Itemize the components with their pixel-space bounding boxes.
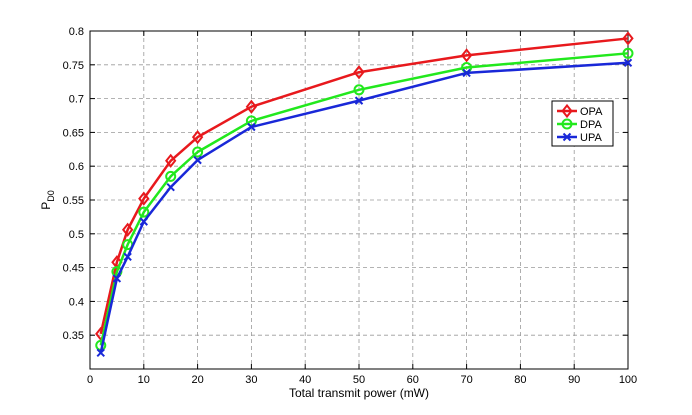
data-point-dpa: [165, 170, 177, 182]
legend-label-upa: UPA: [580, 132, 602, 144]
x-tick-label: 80: [514, 374, 526, 386]
y-axis-label-main: P: [39, 202, 53, 210]
data-point-upa: [193, 155, 202, 165]
data-point-dpa: [245, 115, 257, 127]
y-axis-label: PD0: [39, 190, 56, 210]
y-tick-label: 0.35: [63, 330, 84, 342]
data-point-dpa: [622, 47, 634, 59]
y-tick-label: 0.4: [69, 296, 84, 308]
data-point-upa: [96, 348, 105, 357]
data-point-upa: [623, 58, 633, 67]
legend-marker-upa: [562, 132, 572, 142]
legend-item-opa: OPA: [557, 103, 603, 119]
x-tick-label: 60: [407, 374, 419, 386]
data-point-upa: [139, 217, 149, 226]
data-point-opa: [245, 99, 258, 114]
data-point-upa: [462, 68, 471, 78]
data-point-upa: [354, 96, 364, 105]
y-tick-label: 0.8: [69, 26, 84, 38]
data-point-upa: [247, 122, 256, 132]
y-axis: 0.35 0.4 0.45 0.5 0.55 0.6 0.65 0.7 0.75 0.8: [63, 26, 628, 342]
x-axis-label: Total transmit power (mW): [289, 386, 429, 400]
x-axis: 0 10 20 30 40 50 60 70 80 90 100: [87, 31, 637, 386]
x-tick-label: 50: [353, 374, 365, 386]
svg-text:PD0: PD0: [39, 190, 56, 210]
legend-marker-dpa: [561, 118, 573, 130]
y-tick-label: 0.55: [63, 195, 84, 207]
data-point-opa: [191, 130, 204, 145]
data-point-opa: [138, 191, 150, 206]
data-point-opa: [165, 153, 177, 168]
legend-item-upa: UPA: [557, 132, 602, 144]
data-point-upa: [123, 252, 132, 261]
x-tick-label: 100: [619, 374, 637, 386]
x-tick-label: 70: [460, 374, 472, 386]
legend-label-dpa: DPA: [580, 119, 602, 131]
x-tick-label: 90: [568, 374, 580, 386]
x-tick-label: 10: [138, 374, 150, 386]
data-point-dpa: [138, 206, 150, 218]
data-point-dpa: [353, 84, 365, 96]
x-tick-label: 0: [87, 374, 93, 386]
data-point-opa: [121, 222, 134, 237]
y-tick-label: 0.45: [63, 263, 84, 275]
series-line-upa: [99, 61, 629, 354]
data-point-opa: [622, 31, 634, 46]
data-point-opa: [460, 48, 473, 63]
legend-marker-opa: [561, 103, 573, 119]
y-tick-label: 0.65: [63, 127, 84, 139]
data-point-upa: [166, 182, 175, 192]
x-tick-label: 20: [191, 374, 203, 386]
series-line-opa: [99, 37, 629, 335]
y-axis-label-subscript: D0: [46, 190, 56, 202]
y-tick-label: 0.6: [69, 161, 84, 173]
data-point-upa: [112, 274, 122, 283]
series-upa: [96, 58, 633, 357]
data-point-opa: [353, 65, 365, 80]
legend-item-dpa: DPA: [557, 118, 602, 131]
y-tick-label: 0.7: [69, 94, 84, 106]
y-tick-label: 0.75: [63, 60, 84, 72]
series-group: [95, 31, 634, 357]
x-tick-label: 40: [299, 374, 311, 386]
grid-lines: [90, 31, 628, 369]
series-line-dpa: [99, 52, 629, 346]
data-point-dpa: [192, 146, 204, 158]
y-tick-label: 0.5: [69, 229, 84, 241]
legend-label-opa: OPA: [580, 106, 603, 118]
x-tick-label: 30: [245, 374, 257, 386]
